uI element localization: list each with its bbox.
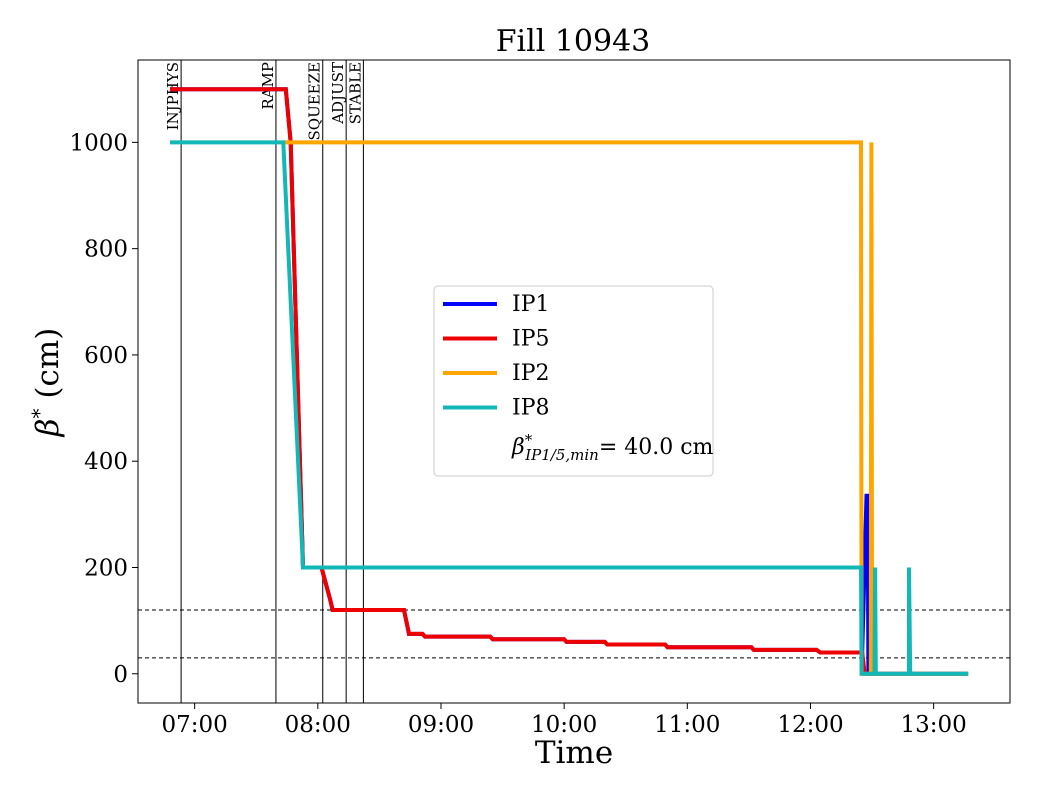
y-axis-ticks: 0 200 400 600 800 1000 — [69, 130, 138, 688]
legend-label-ip5: IP5 — [512, 327, 550, 352]
x-tick-label: 11:00 — [654, 712, 720, 738]
phase-label: SQUEEZE — [306, 62, 324, 141]
phase-label: RAMP — [259, 62, 277, 110]
phase-label: INJPHYS — [164, 62, 182, 130]
legend-box — [433, 285, 714, 477]
y-tick-label: 800 — [84, 237, 128, 263]
phase-markers: INJPHYS RAMP SQUEEZE ADJUST STABLE — [164, 60, 364, 703]
x-tick-label: 12:00 — [777, 712, 843, 738]
y-axis-label: β* (cm) — [27, 328, 66, 438]
series-line-ip8 — [170, 140, 969, 676]
y-tick-label: 0 — [113, 662, 128, 688]
x-tick-label: 07:00 — [162, 712, 228, 738]
plot-frame — [137, 59, 1011, 704]
x-axis-ticks: 07:00 08:00 09:00 10:00 11:00 12:00 13:00 — [162, 703, 967, 738]
series-lines — [170, 87, 969, 676]
legend-label-ip8: IP8 — [512, 396, 550, 421]
legend-label-ip1: IP1 — [512, 292, 550, 317]
x-tick-label: 08:00 — [285, 712, 351, 738]
legend-note: β* IP1/5,min= 40.0 cm — [511, 431, 714, 464]
x-tick-label: 09:00 — [408, 712, 474, 738]
phase-label: STABLE — [346, 62, 364, 124]
y-tick-label: 600 — [84, 343, 128, 369]
phase-label: ADJUST — [329, 62, 347, 125]
x-tick-label: 13:00 — [900, 712, 966, 738]
x-tick-label: 10:00 — [531, 712, 597, 738]
legend: IP1 IP5 IP2 IP8 β* IP1/5,min= 40.0 cm — [433, 285, 714, 477]
legend-label-ip2: IP2 — [512, 361, 550, 386]
chart-title: Fill 10943 — [496, 24, 651, 59]
series-line-ip5 — [170, 87, 969, 676]
y-tick-label: 400 — [84, 449, 128, 475]
x-axis-label: Time — [535, 735, 613, 771]
legend-entries: IP1 IP5 IP2 IP8 — [443, 292, 550, 421]
reference-lines — [138, 609, 1010, 659]
y-tick-label: 1000 — [69, 130, 128, 156]
y-tick-label: 200 — [84, 555, 128, 581]
